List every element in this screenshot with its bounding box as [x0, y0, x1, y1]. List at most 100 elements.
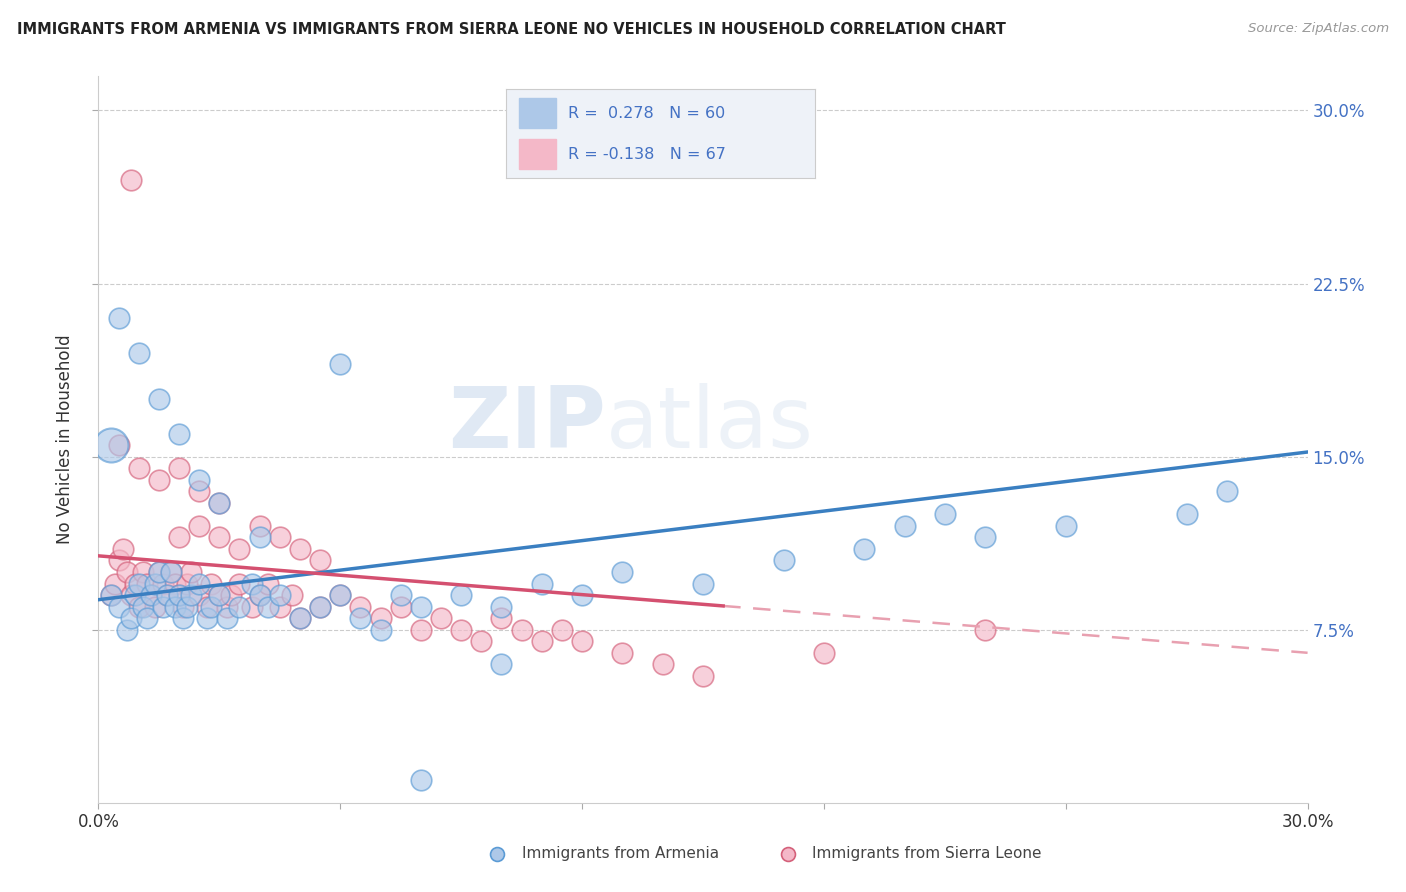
- Point: [974, 623, 997, 637]
- Point: [115, 565, 138, 579]
- Point: [128, 599, 150, 614]
- Point: [612, 646, 634, 660]
- Point: [208, 530, 231, 544]
- Point: [269, 599, 291, 614]
- Point: [530, 634, 553, 648]
- Point: [200, 576, 222, 591]
- Text: R =  0.278   N = 60: R = 0.278 N = 60: [568, 106, 725, 120]
- Point: [450, 588, 472, 602]
- Point: [120, 588, 142, 602]
- Point: [349, 599, 371, 614]
- Point: [148, 473, 170, 487]
- Point: [135, 576, 157, 591]
- Bar: [519, 139, 555, 169]
- Point: [135, 611, 157, 625]
- Point: [160, 565, 183, 579]
- Point: [389, 599, 412, 614]
- Point: [188, 484, 211, 499]
- Point: [152, 576, 174, 591]
- Point: [470, 634, 492, 648]
- Point: [934, 508, 956, 522]
- Point: [893, 519, 915, 533]
- Point: [249, 588, 271, 602]
- Point: [167, 588, 190, 602]
- Point: [370, 611, 392, 625]
- Point: [853, 541, 876, 556]
- Point: [208, 496, 231, 510]
- Point: [571, 588, 593, 602]
- Point: [148, 565, 170, 579]
- Point: [249, 588, 271, 602]
- Text: ZIP: ZIP: [449, 384, 606, 467]
- Point: [120, 172, 142, 186]
- Point: [221, 588, 243, 602]
- Point: [309, 553, 332, 567]
- Point: [256, 599, 278, 614]
- Point: [195, 599, 218, 614]
- Point: [228, 599, 250, 614]
- Point: [132, 565, 155, 579]
- Point: [195, 611, 218, 625]
- Point: [128, 461, 150, 475]
- Bar: [519, 98, 555, 128]
- Point: [188, 519, 211, 533]
- Point: [813, 646, 835, 660]
- Point: [148, 565, 170, 579]
- Point: [188, 473, 211, 487]
- Point: [409, 772, 432, 787]
- Point: [167, 530, 190, 544]
- Point: [217, 599, 239, 614]
- Point: [349, 611, 371, 625]
- Point: [329, 588, 352, 602]
- Point: [450, 623, 472, 637]
- Point: [288, 611, 311, 625]
- Point: [551, 623, 574, 637]
- Point: [510, 623, 533, 637]
- Point: [188, 576, 211, 591]
- Point: [100, 438, 122, 452]
- Text: IMMIGRANTS FROM ARMENIA VS IMMIGRANTS FROM SIERRA LEONE NO VEHICLES IN HOUSEHOLD: IMMIGRANTS FROM ARMENIA VS IMMIGRANTS FR…: [17, 22, 1005, 37]
- Point: [128, 345, 150, 359]
- Point: [409, 599, 432, 614]
- Point: [176, 576, 198, 591]
- Point: [269, 588, 291, 602]
- Y-axis label: No Vehicles in Household: No Vehicles in Household: [56, 334, 75, 544]
- Point: [167, 426, 190, 441]
- Point: [530, 576, 553, 591]
- Point: [115, 623, 138, 637]
- Point: [172, 599, 194, 614]
- Point: [107, 599, 129, 614]
- Point: [651, 657, 673, 672]
- Point: [139, 588, 162, 602]
- Point: [1054, 519, 1077, 533]
- Point: [156, 588, 179, 602]
- Point: [240, 599, 263, 614]
- Point: [281, 588, 304, 602]
- Point: [240, 576, 263, 591]
- Point: [491, 657, 513, 672]
- Point: [139, 588, 162, 602]
- Point: [111, 541, 134, 556]
- Text: Source: ZipAtlas.com: Source: ZipAtlas.com: [1249, 22, 1389, 36]
- Point: [156, 588, 179, 602]
- Point: [103, 576, 125, 591]
- Point: [430, 611, 453, 625]
- Point: [180, 588, 202, 602]
- Point: [288, 541, 311, 556]
- Point: [128, 576, 150, 591]
- Point: [269, 530, 291, 544]
- Point: [208, 588, 231, 602]
- Point: [1175, 508, 1198, 522]
- Point: [163, 599, 186, 614]
- Point: [100, 588, 122, 602]
- Point: [143, 599, 166, 614]
- Point: [100, 588, 122, 602]
- Text: Immigrants from Armenia: Immigrants from Armenia: [522, 847, 718, 861]
- Text: R = -0.138   N = 67: R = -0.138 N = 67: [568, 147, 725, 161]
- Point: [208, 588, 231, 602]
- Point: [329, 588, 352, 602]
- Point: [152, 599, 174, 614]
- Point: [107, 553, 129, 567]
- Point: [180, 565, 202, 579]
- Point: [309, 599, 332, 614]
